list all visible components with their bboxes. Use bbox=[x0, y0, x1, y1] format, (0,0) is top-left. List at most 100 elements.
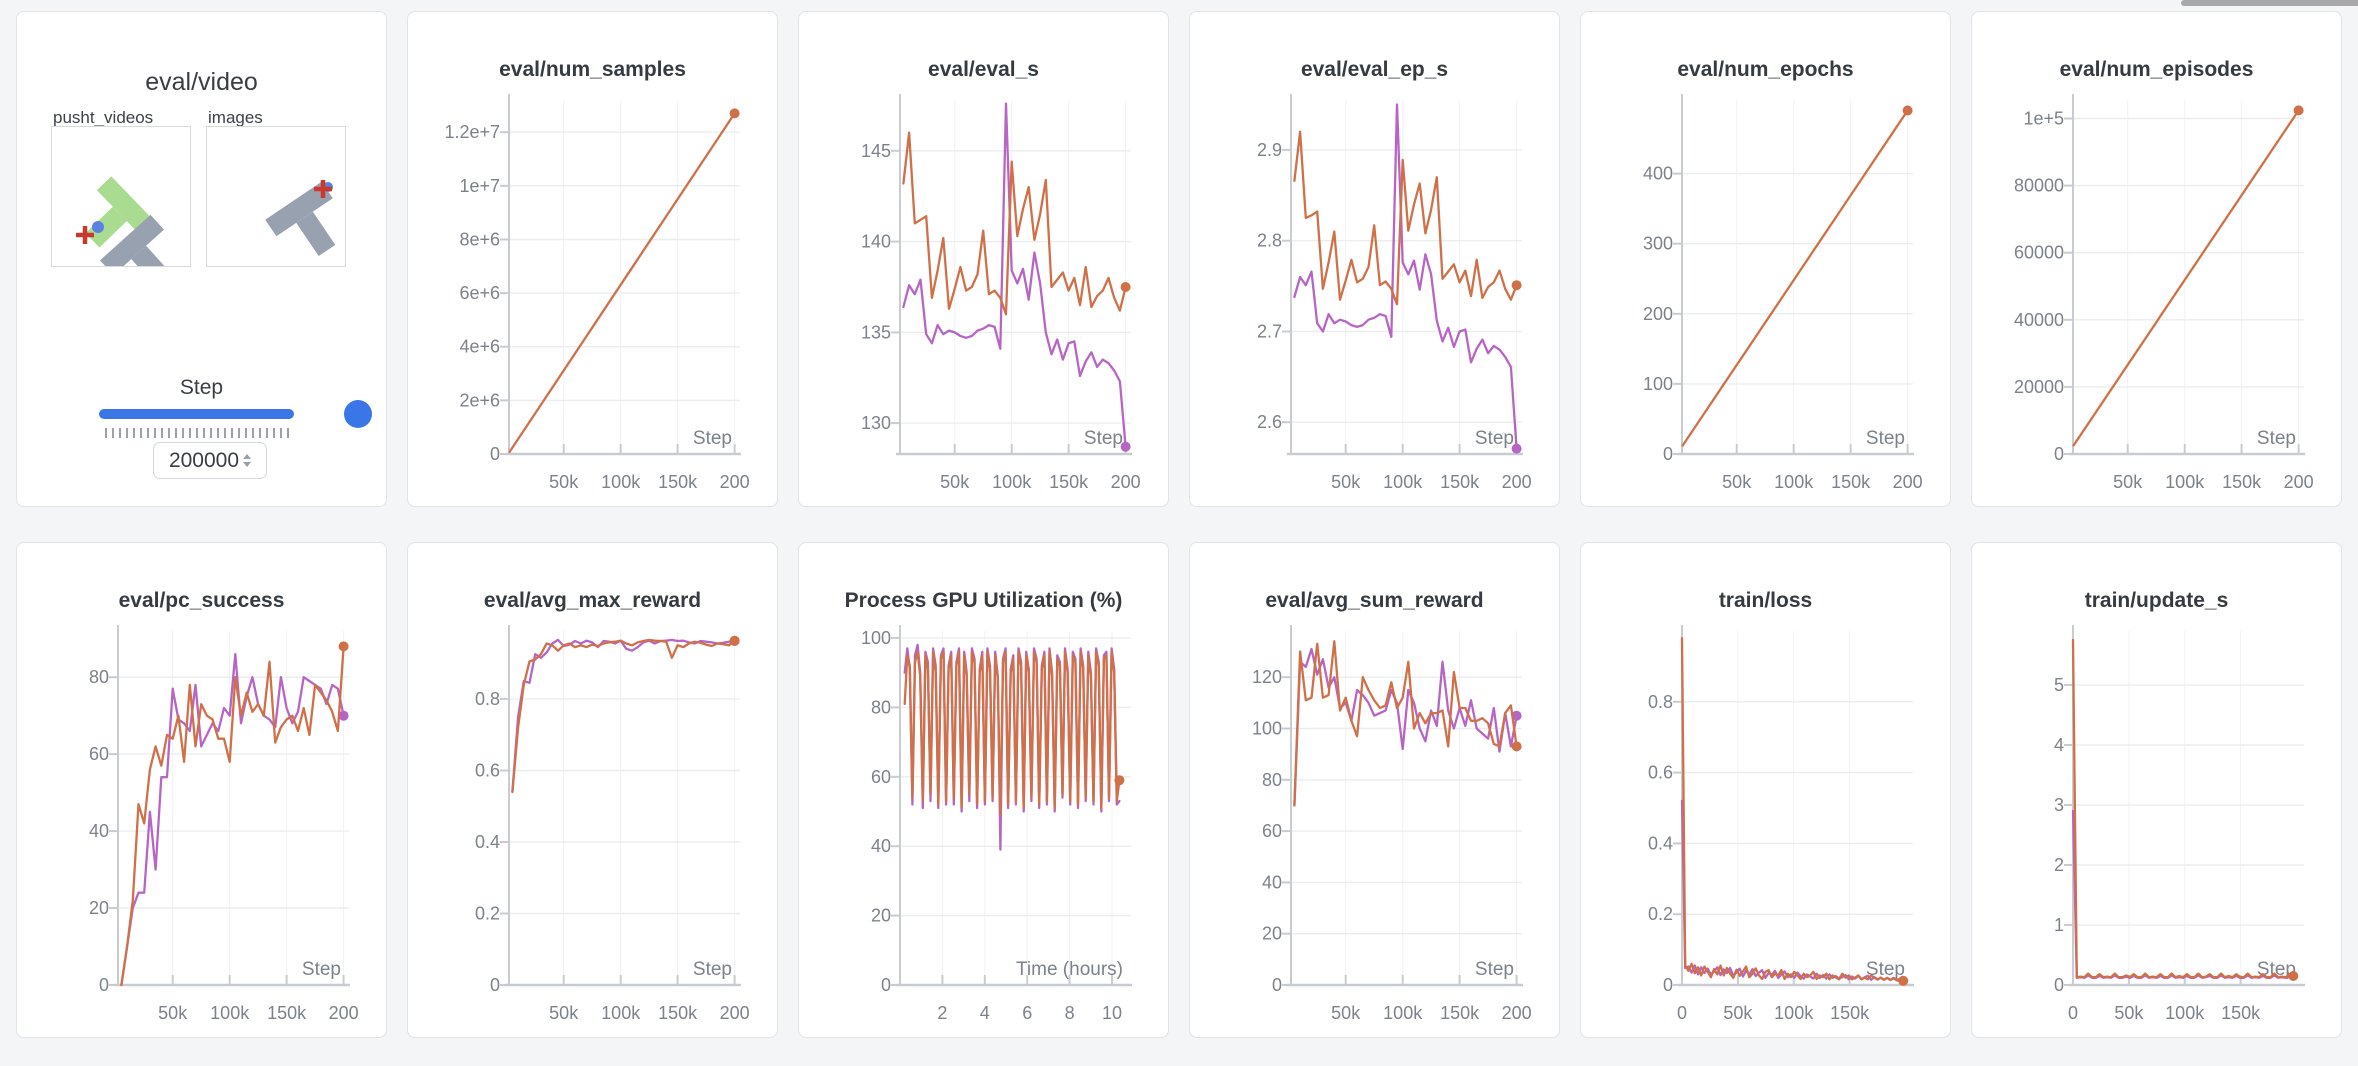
media-key-label-pusht-videos: pusht_videos bbox=[53, 108, 154, 127]
slider-label: Step bbox=[179, 376, 224, 399]
chart-canvas[interactable]: 0 50k 100k 150k 0 1 2 3 4 5 Step bbox=[1972, 607, 2343, 1039]
x-axis-label: Step bbox=[693, 428, 732, 449]
series-end-dot-run-orange[interactable] bbox=[1511, 280, 1522, 291]
chart-panel-eval-num-samples: eval/num_samples 50k 100k 150k 200 0 2e+6 4e+6 6… bbox=[407, 11, 778, 507]
y-tick-label: 2.7 bbox=[1257, 322, 1282, 342]
series-end-dot-run-orange[interactable] bbox=[1114, 775, 1125, 786]
x-axis-label: Step bbox=[1475, 959, 1514, 980]
series-line-run-orange bbox=[902, 131, 1127, 316]
chart-title: eval/num_epochs bbox=[1677, 58, 1854, 81]
y-tick-label: 60 bbox=[1262, 821, 1282, 841]
series-end-dot-run-purple[interactable] bbox=[1511, 710, 1522, 721]
y-tick-label: 5 bbox=[2054, 675, 2064, 695]
y-tick-label: 20 bbox=[871, 906, 891, 926]
x-axis-label: Time (hours) bbox=[1016, 959, 1123, 980]
x-axis-label: Step bbox=[2257, 959, 2296, 980]
series-end-dot-run-orange[interactable] bbox=[1511, 741, 1522, 752]
series-line-run-orange bbox=[511, 638, 736, 794]
y-tick-label: 1e+5 bbox=[2023, 109, 2064, 129]
series-line-run-purple bbox=[2071, 809, 2295, 979]
y-tick-label: 0 bbox=[881, 975, 891, 995]
x-tick-label: 50k bbox=[1331, 472, 1361, 492]
x-axis-label: Step bbox=[2257, 428, 2296, 449]
y-tick-label: 2.8 bbox=[1257, 231, 1282, 251]
x-tick-label: 50k bbox=[2113, 472, 2143, 492]
chart-canvas[interactable]: 50k 100k 150k 200 0 0.2 0.4 0.6 0.8 Step bbox=[408, 607, 779, 1039]
chart-canvas[interactable]: 50k 100k 150k 200 2.6 2.7 2.8 2.9 Step bbox=[1190, 76, 1561, 508]
series-end-dot-run-orange[interactable] bbox=[338, 641, 349, 652]
chart-canvas[interactable]: 50k 100k 150k 200 130 135 140 145 Step bbox=[799, 76, 1170, 508]
series-end-dot-run-orange[interactable] bbox=[2293, 105, 2304, 116]
chart-canvas[interactable]: 50k 100k 150k 200 0 100 200 300 400 Step bbox=[1581, 76, 1952, 508]
pusht-scene-icon bbox=[76, 176, 172, 288]
chart-canvas[interactable]: 0 50k 100k 150k 0 0.2 0.4 0.6 0.8 Step bbox=[1581, 607, 1952, 1039]
series-line-run-purple bbox=[120, 652, 345, 987]
series-line-run-orange bbox=[1680, 636, 1905, 983]
x-axis-label: Step bbox=[302, 959, 341, 980]
series-line-run-orange bbox=[903, 650, 1121, 817]
step-slider[interactable] bbox=[99, 400, 372, 428]
series-line-run-orange bbox=[1293, 130, 1518, 306]
chart-canvas[interactable]: 50k 100k 150k 200 0 20000 40000 60000 80000 1e+5 S… bbox=[1972, 76, 2343, 508]
slider-knob[interactable] bbox=[344, 400, 372, 428]
series-end-dot-run-orange[interactable] bbox=[2288, 971, 2299, 981]
stepper-icon[interactable] bbox=[243, 453, 252, 469]
series-end-dot-run-purple[interactable] bbox=[1511, 443, 1522, 454]
y-tick-label: 4e+6 bbox=[459, 337, 500, 357]
scrollbar-horizontal[interactable] bbox=[2181, 0, 2358, 6]
y-tick-label: 60 bbox=[871, 767, 891, 787]
y-tick-label: 6e+6 bbox=[459, 283, 500, 303]
series-end-dot-run-purple[interactable] bbox=[1120, 441, 1131, 452]
series-line-run-orange bbox=[1681, 109, 1909, 447]
chart-canvas[interactable]: 50k 100k 150k 200 0 20 40 60 80 Step bbox=[17, 607, 388, 1039]
y-tick-label: 0.6 bbox=[475, 761, 500, 781]
image-thumbnail[interactable] bbox=[206, 126, 346, 267]
chart-title: eval/eval_s bbox=[928, 58, 1039, 81]
series-end-dot-run-purple[interactable] bbox=[338, 710, 349, 721]
step-input-value[interactable]: 200000 bbox=[168, 448, 240, 472]
y-tick-label: 1.2e+7 bbox=[444, 122, 500, 142]
x-tick-label: 150k bbox=[658, 1003, 698, 1023]
y-tick-label: 0 bbox=[1663, 444, 1673, 464]
y-tick-label: 60000 bbox=[2014, 243, 2064, 263]
series-end-dot-run-orange[interactable] bbox=[1898, 975, 1909, 986]
y-tick-label: 40 bbox=[871, 836, 891, 856]
series-end-dot-run-orange[interactable] bbox=[729, 635, 740, 646]
series-line-run-purple bbox=[1293, 103, 1518, 450]
x-tick-label: 100k bbox=[1774, 472, 1814, 492]
x-tick-label: 100k bbox=[2165, 1003, 2205, 1023]
y-tick-label: 0 bbox=[2054, 444, 2064, 464]
series-end-dot-run-orange[interactable] bbox=[1902, 105, 1913, 116]
series-end-dot-run-orange[interactable] bbox=[729, 108, 740, 119]
panel-title: eval/video bbox=[145, 68, 258, 96]
x-tick-label: 100k bbox=[1774, 1003, 1814, 1023]
y-tick-label: 100 bbox=[1252, 719, 1282, 739]
chart-title: eval/avg_sum_reward bbox=[1265, 589, 1484, 612]
step-input[interactable]: 200000 bbox=[153, 442, 267, 479]
x-tick-label: 150k bbox=[1440, 472, 1480, 492]
slider-track[interactable] bbox=[99, 409, 294, 419]
x-tick-label: 100k bbox=[210, 1003, 250, 1023]
x-tick-label: 50k bbox=[1722, 472, 1752, 492]
x-tick-label: 100k bbox=[601, 1003, 641, 1023]
y-tick-label: 2e+6 bbox=[459, 390, 500, 410]
y-tick-label: 2 bbox=[2054, 855, 2064, 875]
series-line-run-orange bbox=[2072, 109, 2300, 447]
series-end-dot-run-orange[interactable] bbox=[1120, 282, 1131, 292]
chart-canvas[interactable]: 50k 100k 150k 200 0 2e+6 4e+6 6e+6 8e+6 1e+7 1.2e+… bbox=[408, 76, 779, 508]
x-tick-label: 50k bbox=[1331, 1003, 1361, 1023]
x-tick-label: 150k bbox=[1831, 472, 1871, 492]
x-tick-label: 100k bbox=[992, 472, 1032, 492]
x-tick-label: 200 bbox=[1893, 472, 1923, 492]
series-line-run-orange bbox=[2071, 638, 2295, 979]
x-tick-label: 150k bbox=[267, 1003, 307, 1023]
x-tick-label: 150k bbox=[1049, 472, 1089, 492]
x-tick-label: 100k bbox=[2165, 472, 2205, 492]
pusht-video-thumbnail[interactable] bbox=[51, 126, 191, 288]
y-tick-label: 0.8 bbox=[1648, 692, 1673, 712]
y-tick-label: 80 bbox=[871, 697, 891, 717]
y-tick-label: 0 bbox=[99, 975, 109, 995]
chart-canvas[interactable]: 50k 100k 150k 200 0 20 40 60 80 100 120 Step bbox=[1190, 607, 1561, 1039]
x-tick-label: 150k bbox=[1440, 1003, 1480, 1023]
